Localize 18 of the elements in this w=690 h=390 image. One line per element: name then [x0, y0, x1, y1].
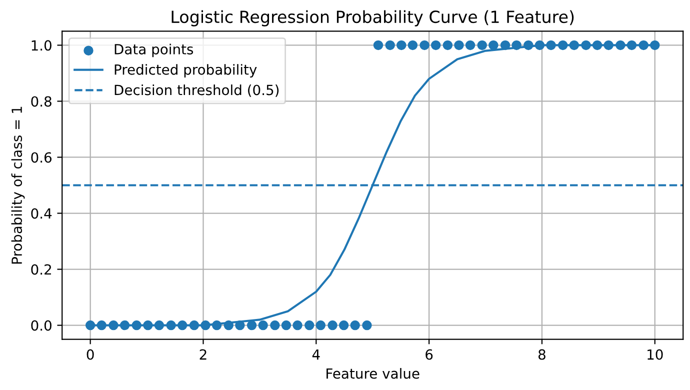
x-axis-title: Feature value: [326, 368, 420, 379]
y-tick-label: 0.2: [31, 264, 51, 275]
legend-label: Data points: [114, 44, 194, 58]
x-tick-label: 0: [86, 349, 94, 360]
legend-label: Decision threshold (0.5): [114, 84, 279, 97]
y-axis-title: Probability of class = 1: [11, 106, 25, 264]
y-tick-label: 0.4: [31, 208, 52, 219]
x-tick-label: 8: [538, 349, 546, 360]
y-tick-label: 1.0: [32, 40, 52, 51]
legend-label: Predicted probability: [114, 64, 257, 78]
chart-title: Logistic Regression Probability Curve (1 Feature): [172, 10, 574, 26]
x-tick-label: 10: [648, 349, 663, 360]
x-tick-label: 4: [312, 349, 320, 360]
y-tick-label: 0.8: [31, 96, 52, 107]
y-tick-label: 0.6: [31, 152, 52, 163]
y-tick-label: 0.0: [31, 320, 52, 331]
x-tick-label: 2: [200, 349, 206, 360]
x-tick-label: 6: [426, 349, 433, 360]
